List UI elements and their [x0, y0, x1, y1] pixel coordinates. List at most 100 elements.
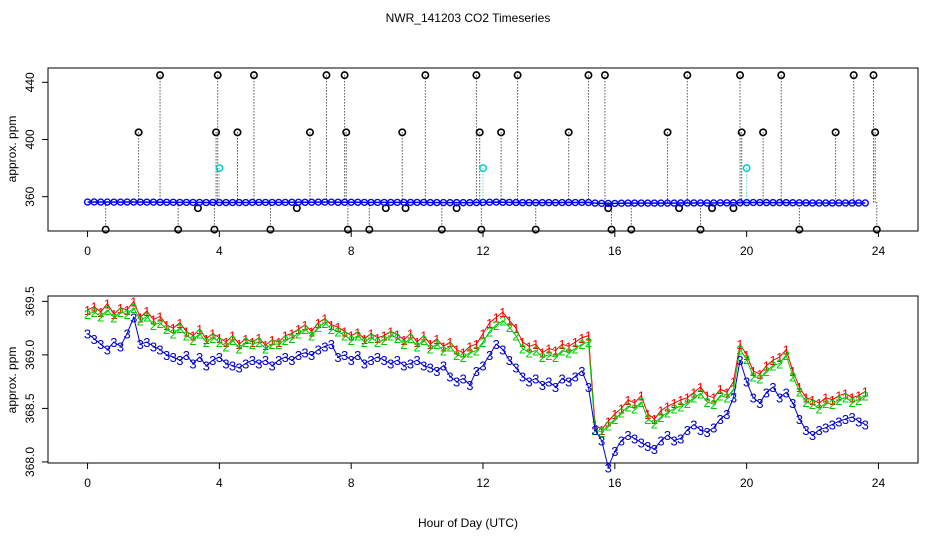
- series-2-point: 2: [585, 335, 592, 350]
- series-3-point: 3: [598, 434, 605, 449]
- series-1-point: 1: [387, 324, 394, 339]
- series-2-point: 2: [697, 386, 704, 401]
- series-2-point: 2: [301, 322, 308, 337]
- series-1-point: 1: [618, 401, 625, 416]
- series-1-point: 1: [545, 341, 552, 356]
- series-3-point: 3: [479, 359, 486, 374]
- series-2-point: 2: [466, 346, 473, 361]
- series-3-point: 3: [499, 343, 506, 358]
- series-1-point: 1: [262, 338, 269, 353]
- series-2-point: 2: [288, 331, 295, 346]
- series-1-point: 1: [460, 346, 467, 361]
- series-1-point: 1: [651, 412, 658, 427]
- series-1-point: 1: [743, 348, 750, 363]
- series-2-point: 2: [730, 382, 737, 397]
- series-3-point: 3: [638, 436, 645, 451]
- series-1-point: 1: [512, 321, 519, 336]
- series-2-point: 2: [117, 305, 124, 320]
- series-3-point: 3: [407, 356, 414, 371]
- series-1-point: 1: [427, 337, 434, 352]
- series-3-point: 3: [288, 353, 295, 368]
- series-3-point: 3: [644, 439, 651, 454]
- series-2-point: 2: [348, 333, 355, 348]
- series-1-point: 1: [717, 382, 724, 397]
- series-1-point: 1: [750, 364, 757, 379]
- series-3-point: 3: [848, 410, 855, 425]
- series-2-point: 2: [334, 324, 341, 339]
- series-3-point: 3: [97, 337, 104, 352]
- series-3-point: 3: [150, 339, 157, 354]
- series-3-point: 3: [130, 310, 137, 325]
- chart-title: NWR_141203 CO2 Timeseries: [386, 11, 551, 25]
- series-3-point: 3: [605, 460, 612, 475]
- series-2-point: 2: [532, 344, 539, 359]
- series-2-point: 2: [413, 339, 420, 354]
- series-1-point: 1: [598, 423, 605, 438]
- outlier-point: [452, 204, 461, 213]
- series-3-point: 3: [354, 348, 361, 363]
- series-3-point: 3: [176, 353, 183, 368]
- series-1-point: 1: [295, 322, 302, 337]
- series-1-point: 1: [848, 391, 855, 406]
- series-1-point: 1: [203, 332, 210, 347]
- series-3-point: 3: [552, 380, 559, 395]
- series-3-point: 3: [117, 339, 124, 354]
- series-3-point: 3: [123, 326, 130, 341]
- series-1-point: 1: [816, 396, 823, 411]
- series-3-point: 3: [394, 353, 401, 368]
- series-3-point: 3: [710, 421, 717, 436]
- series-1-point: 1: [572, 335, 579, 350]
- series-3-point: 3: [677, 431, 684, 446]
- series-2-point: 2: [638, 395, 645, 410]
- series-1-point: 1: [789, 364, 796, 379]
- series-2-point: 2: [374, 335, 381, 350]
- series-3-point: 3: [578, 364, 585, 379]
- series-3-point: 3: [611, 444, 618, 459]
- outlier-point: [365, 225, 374, 234]
- series-2-point: 2: [816, 401, 823, 416]
- series-2-point: 2: [664, 406, 671, 421]
- outlier-point: [249, 71, 258, 80]
- series-2-point: 2: [381, 333, 388, 348]
- series-3-point: 3: [493, 337, 500, 352]
- series-2-point: 2: [110, 310, 117, 325]
- series-1-point: 1: [394, 328, 401, 343]
- series-3-point: 3: [572, 369, 579, 384]
- series-1-point: 1: [730, 375, 737, 390]
- series-3-point: 3: [361, 356, 368, 371]
- series-3-point: 3: [427, 361, 434, 376]
- series-1-point: 1: [809, 393, 816, 408]
- series-2-point: 2: [216, 335, 223, 350]
- series-3-point: 3: [585, 380, 592, 395]
- series-2-point: 2: [763, 364, 770, 379]
- series-3-point: 3: [268, 359, 275, 374]
- series-2-point: 2: [222, 339, 229, 354]
- top-x-tick-label: 12: [476, 244, 490, 258]
- series-2-point: 2: [321, 316, 328, 331]
- series-1-point: 1: [822, 391, 829, 406]
- bottom-y-axis-label: approx. ppm: [5, 347, 19, 414]
- series-1-point: 1: [216, 331, 223, 346]
- outlier-point: [421, 71, 430, 80]
- series-1-point: 1: [585, 329, 592, 344]
- series-1-point: 1: [473, 337, 480, 352]
- series-3-point: 3: [776, 391, 783, 406]
- series-1-point: 1: [539, 346, 546, 361]
- series-2-point: 2: [123, 307, 130, 322]
- series-2-point: 2: [545, 348, 552, 363]
- series-1-point: 1: [796, 380, 803, 395]
- series-2-point: 2: [631, 401, 638, 416]
- series-3-point: 3: [466, 378, 473, 393]
- top-x-tick-label: 20: [740, 244, 754, 258]
- series-3-point: 3: [374, 350, 381, 365]
- series-1-point: 1: [420, 329, 427, 344]
- series-2-point: 2: [769, 359, 776, 374]
- series-1-point: 1: [769, 353, 776, 368]
- series-1-point: 1: [137, 310, 144, 325]
- outlier-point: [831, 128, 840, 137]
- outlier-point: [305, 128, 314, 137]
- outlier-point: [737, 128, 746, 137]
- series-3-point: 3: [690, 417, 697, 432]
- series-1-point: 1: [657, 404, 664, 419]
- series-2-point: 2: [842, 391, 849, 406]
